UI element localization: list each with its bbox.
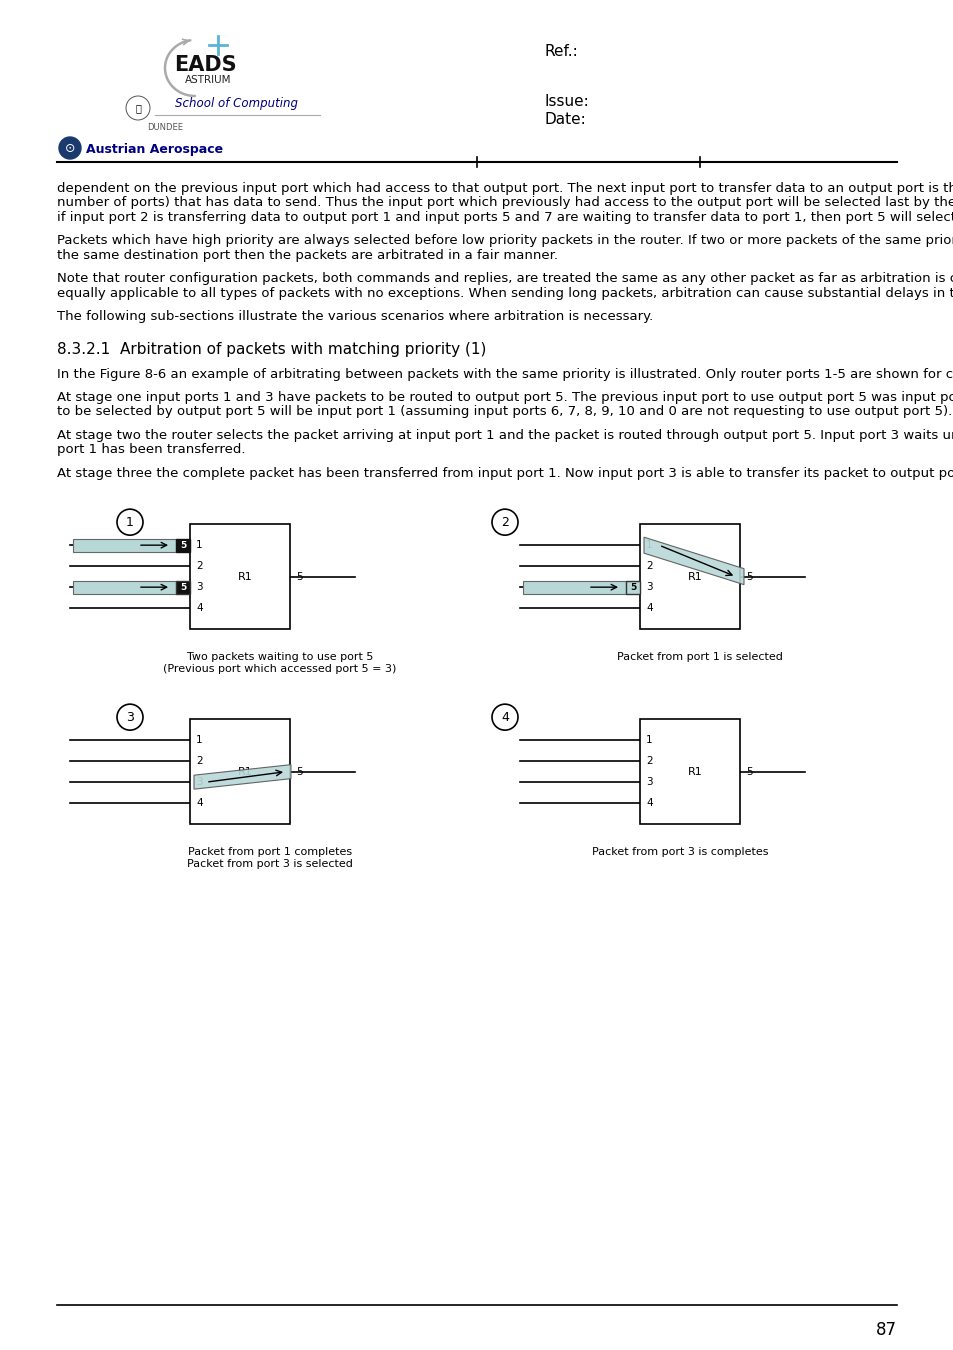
Text: 🏫: 🏫 (135, 103, 141, 113)
Text: In the Figure 8-6 an example of arbitrating between packets with the same priori: In the Figure 8-6 an example of arbitrat… (57, 367, 953, 381)
Text: if input port 2 is transferring data to output port 1 and input ports 5 and 7 ar: if input port 2 is transferring data to … (57, 211, 953, 224)
Text: 1: 1 (195, 736, 202, 745)
Bar (190, 720, 290, 824)
Text: 2: 2 (500, 516, 508, 529)
Text: ASTRIUM: ASTRIUM (185, 76, 231, 85)
Text: dependent on the previous input port which had access to that output port. The n: dependent on the previous input port whi… (57, 182, 953, 194)
Text: R1: R1 (687, 767, 701, 776)
Text: DUNDEE: DUNDEE (147, 123, 183, 132)
Text: Packet from port 3 is completes: Packet from port 3 is completes (591, 848, 767, 857)
Text: 2: 2 (195, 562, 202, 571)
Text: At stage one input ports 1 and 3 have packets to be routed to output port 5. The: At stage one input ports 1 and 3 have pa… (57, 392, 953, 404)
Text: Two packets waiting to use port 5: Two packets waiting to use port 5 (187, 652, 373, 662)
Text: R1: R1 (237, 571, 253, 582)
Text: 8.3.2.1  Arbitration of packets with matching priority (1): 8.3.2.1 Arbitration of packets with matc… (57, 342, 486, 356)
Text: 1: 1 (126, 516, 133, 529)
Text: ⊙: ⊙ (65, 142, 75, 154)
Bar (73, 539, 175, 552)
Bar (190, 524, 290, 629)
Text: port 1 has been transferred.: port 1 has been transferred. (57, 443, 245, 456)
Text: 4: 4 (500, 710, 508, 724)
Text: EADS: EADS (173, 55, 236, 76)
Text: R1: R1 (237, 767, 253, 776)
Text: (Previous port which accessed port 5 = 3): (Previous port which accessed port 5 = 3… (163, 664, 396, 674)
Text: Issue:: Issue: (544, 93, 589, 108)
Text: 2: 2 (195, 756, 202, 767)
Text: 1: 1 (195, 540, 202, 551)
Text: 4: 4 (195, 603, 202, 613)
Text: 1: 1 (645, 736, 652, 745)
Text: to be selected by output port 5 will be input port 1 (assuming input ports 6, 7,: to be selected by output port 5 will be … (57, 405, 951, 418)
Text: School of Computing: School of Computing (175, 97, 298, 111)
Text: 5: 5 (295, 571, 302, 582)
Bar (639, 524, 740, 629)
Text: 3: 3 (195, 582, 202, 593)
Text: 4: 4 (645, 603, 652, 613)
Text: 5: 5 (745, 767, 752, 776)
Text: 4: 4 (645, 798, 652, 809)
Text: Austrian Aerospace: Austrian Aerospace (87, 143, 223, 155)
Text: the same destination port then the packets are arbitrated in a fair manner.: the same destination port then the packe… (57, 248, 558, 262)
Text: number of ports) that has data to send. Thus the input port which previously had: number of ports) that has data to send. … (57, 197, 953, 209)
Text: 5: 5 (180, 583, 186, 591)
Text: 5: 5 (745, 571, 752, 582)
Text: 5: 5 (180, 540, 186, 549)
Bar (73, 580, 175, 594)
Polygon shape (643, 537, 743, 585)
Bar (175, 580, 190, 594)
Text: 3: 3 (645, 778, 652, 787)
Circle shape (59, 136, 81, 159)
Text: 2: 2 (645, 562, 652, 571)
Text: 3: 3 (645, 582, 652, 593)
Text: 4: 4 (195, 798, 202, 809)
Text: equally applicable to all types of packets with no exceptions. When sending long: equally applicable to all types of packe… (57, 286, 953, 300)
Text: At stage three the complete packet has been transferred from input port 1. Now i: At stage three the complete packet has b… (57, 467, 953, 479)
Text: At stage two the router selects the packet arriving at input port 1 and the pack: At stage two the router selects the pack… (57, 429, 953, 441)
Text: Ref.:: Ref.: (544, 45, 578, 59)
Polygon shape (193, 764, 291, 790)
Text: Packet from port 1 completes: Packet from port 1 completes (188, 848, 352, 857)
Bar (522, 580, 625, 594)
Text: Packet from port 3 is selected: Packet from port 3 is selected (187, 859, 353, 869)
Text: R1: R1 (687, 571, 701, 582)
Bar (625, 580, 639, 594)
Text: 3: 3 (126, 710, 133, 724)
Text: Packets which have high priority are always selected before low priority packets: Packets which have high priority are alw… (57, 235, 953, 247)
Text: Packet from port 1 is selected: Packet from port 1 is selected (617, 652, 782, 662)
Text: Date:: Date: (544, 112, 586, 127)
Text: 5: 5 (629, 583, 636, 591)
Bar (175, 539, 190, 552)
Text: 1: 1 (645, 540, 652, 551)
Text: The following sub-sections illustrate the various scenarios where arbitration is: The following sub-sections illustrate th… (57, 310, 653, 323)
Text: 3: 3 (195, 778, 202, 787)
Text: 2: 2 (645, 756, 652, 767)
Text: Note that router configuration packets, both commands and replies, are treated t: Note that router configuration packets, … (57, 273, 953, 285)
Text: 87: 87 (875, 1322, 896, 1339)
Bar (639, 720, 740, 824)
Text: 5: 5 (295, 767, 302, 776)
